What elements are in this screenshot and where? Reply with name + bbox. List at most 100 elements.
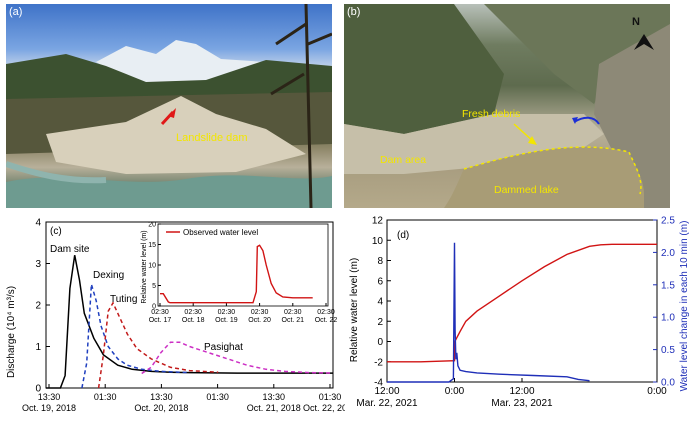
discharge-x-tick-date: Oct. 19, 2018 xyxy=(22,403,76,413)
water-level-y-right-ticks: 0.0 0.5 1.0 1.5 2.0 2.5 xyxy=(653,216,675,389)
water-level-x-tick-time: 12:00 xyxy=(374,386,399,397)
debris-fan xyxy=(46,96,306,174)
water-level-x-tick-date: Mar. 23, 2021 xyxy=(491,398,553,409)
water-level-y-left-tick-label: 0 xyxy=(377,337,383,348)
dam-area-annotation: Dam area xyxy=(380,154,427,166)
landslide-dam-annotation: Landslide dam xyxy=(176,132,248,144)
water-level-x-tick-date: Mar. 22, 2021 xyxy=(356,398,418,409)
inset-x-tick-time: 02:30 xyxy=(218,309,236,316)
lake-outline xyxy=(463,146,642,195)
inset-x-tick-date: Oct. 17 xyxy=(149,317,172,324)
pasighat-label: Pasighat xyxy=(204,342,243,353)
water-level-y-left-tick-label: 8 xyxy=(377,256,383,267)
inset-chart: Relative water level (m) Observed water … xyxy=(141,222,337,325)
far-mountain xyxy=(484,4,670,104)
water-level-y-right-tick-label: 0.0 xyxy=(661,378,675,389)
north-label: N xyxy=(632,16,640,28)
discharge-x-tick-time: 13:30 xyxy=(263,392,286,402)
panel-b-label: (b) xyxy=(347,6,361,18)
discharge-line-dam-site xyxy=(46,255,333,389)
discharge-x-tick-time: 13:30 xyxy=(38,392,61,402)
water-level-y-left-ticks: -4 -2 0 2 4 6 8 10 12 xyxy=(372,216,391,389)
water-level-y-right-label: Water level change in each 10 min (m) xyxy=(679,221,690,392)
inset-series xyxy=(160,244,313,304)
water-level-x-tick-time: 0:00 xyxy=(647,386,667,397)
panel-d-label: (d) xyxy=(397,230,409,241)
yellow-arrow-head-icon xyxy=(528,136,537,145)
inset-x-tick-time: 02:30 xyxy=(284,309,302,316)
inset-y-label: Relative water level (m) xyxy=(141,230,148,303)
inset-y-tick-label: 5 xyxy=(152,283,156,290)
panel-c-label: (c) xyxy=(50,226,62,237)
tuting-label: Tuting xyxy=(110,294,137,305)
discharge-series xyxy=(46,255,334,389)
inset-y-tick-label: 0 xyxy=(152,304,156,311)
discharge-x-tick-date: Oct. 21, 2018 xyxy=(247,403,301,413)
inset-x-tick-date: Oct. 21 xyxy=(282,317,305,324)
discharge-y-tick-label: 1 xyxy=(35,342,41,353)
discharge-y-tick-label: 0 xyxy=(35,384,41,395)
discharge-x-tick-date: Oct. 22, 2018 xyxy=(303,403,345,413)
inset-frame xyxy=(157,223,329,307)
snow-peaks xyxy=(96,40,266,84)
discharge-y-tick-label: 4 xyxy=(35,218,41,229)
water-level-y-right-tick-label: 1.5 xyxy=(661,280,675,291)
discharge-x-tick-time: 01:30 xyxy=(94,392,117,402)
inset-y-ticks: 0 5 10 15 20 xyxy=(148,222,161,311)
inset-x-tick-time: 02:30 xyxy=(251,309,269,316)
discharge-line-tuting xyxy=(97,301,219,389)
lake-water xyxy=(444,147,644,208)
discharge-x-tick-time: 01:30 xyxy=(319,392,342,402)
tree-branches xyxy=(270,4,332,208)
dammed-lake-annotation: Dammed lake xyxy=(494,184,559,196)
discharge-y-tick-label: 2 xyxy=(35,301,41,312)
inset-x-tick-time: 02:30 xyxy=(184,309,202,316)
water-level-y-left-tick-label: -2 xyxy=(374,357,383,368)
inset-x-tick-date: Oct. 19 xyxy=(215,317,238,324)
river xyxy=(6,175,332,208)
water-level-chart: (d) Relative water level (m) Water level… xyxy=(349,216,690,410)
discharge-y-ticks: 0 1 2 3 4 xyxy=(35,218,50,395)
inset-x-tick-time: 02:30 xyxy=(151,309,169,316)
water-level-y-left-tick-label: 6 xyxy=(377,276,383,287)
photo-landslide-dam-art xyxy=(6,4,332,208)
water-level-y-right-tick-label: 2.5 xyxy=(661,216,675,227)
water-level-y-right-tick-label: 2.0 xyxy=(661,248,675,259)
water-level-series xyxy=(387,242,657,383)
water-level-y-left-tick-label: 2 xyxy=(377,317,383,328)
discharge-y-tick-label: 3 xyxy=(35,259,41,270)
water-level-x-tick-time: 12:00 xyxy=(509,386,534,397)
water-level-x-tick-time: 0:00 xyxy=(445,386,465,397)
discharge-x-tick-date: Oct. 20, 2018 xyxy=(134,403,188,413)
fresh-debris-annotation: Fresh debris xyxy=(462,108,521,120)
inset-y-tick-label: 15 xyxy=(148,242,156,249)
discharge-line-pasighat xyxy=(141,341,334,375)
photo-landslide-dam: (a) Landslide dam xyxy=(6,4,332,208)
inset-x-tick-time: 02:30 xyxy=(317,309,335,316)
inset-y-tick-label: 20 xyxy=(148,222,156,229)
river-edge xyxy=(6,161,107,184)
right-cliff xyxy=(594,24,670,208)
inset-line-observed-water-level xyxy=(160,244,313,304)
water-level-y-left-tick-label: 10 xyxy=(372,236,384,247)
relative-water-level-line xyxy=(387,243,657,363)
north-arrow-icon xyxy=(634,34,654,50)
inset-x-tick-date: Oct. 20 xyxy=(248,317,271,324)
water-level-change-line xyxy=(387,242,590,383)
red-arrow-shaft xyxy=(160,110,175,126)
water-level-y-left-label: Relative water level (m) xyxy=(349,258,360,362)
inset-x-tick-date: Oct. 18 xyxy=(182,317,205,324)
blue-arrow-head-icon xyxy=(572,117,578,124)
panel-a-label: (a) xyxy=(9,6,23,18)
inset-legend-label: Observed water level xyxy=(183,228,258,237)
water-level-y-right-tick-label: 0.5 xyxy=(661,345,675,356)
discharge-x-tick-time: 01:30 xyxy=(206,392,229,402)
blue-flow-arrow xyxy=(573,116,600,125)
photo-dammed-lake: (b) N Fresh debris Dam area Dammed lake xyxy=(344,4,670,208)
inset-x-tick-date: Oct. 22 xyxy=(315,317,338,324)
water-level-y-left-tick-label: -4 xyxy=(374,378,383,389)
inset-y-tick-label: 10 xyxy=(148,263,156,270)
